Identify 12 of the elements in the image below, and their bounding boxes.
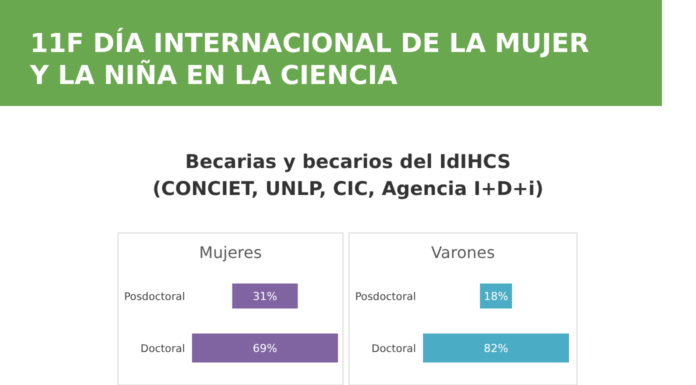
category-label: Posdoctoral	[124, 291, 185, 303]
text: Mujeres	[199, 243, 262, 262]
text: Varones	[431, 243, 495, 262]
data-label: 82%	[484, 342, 508, 355]
data-label: 18%	[484, 290, 508, 303]
text: Becarias y becarios del IdIHCS (CONCIET, UNLP, CIC, Agencia I+D+i)	[152, 151, 544, 200]
data-label: 31%	[252, 290, 278, 303]
data-label: 69%	[252, 342, 278, 355]
text: 11F DÍA INTERNACIONAL DE LA MUJER Y LA NIÑA EN LA CIENCIA	[29, 27, 590, 91]
category-label: Doctoral	[140, 343, 185, 355]
category-label: Posdoctoral	[355, 291, 416, 303]
category-label: Doctoral	[372, 343, 416, 355]
